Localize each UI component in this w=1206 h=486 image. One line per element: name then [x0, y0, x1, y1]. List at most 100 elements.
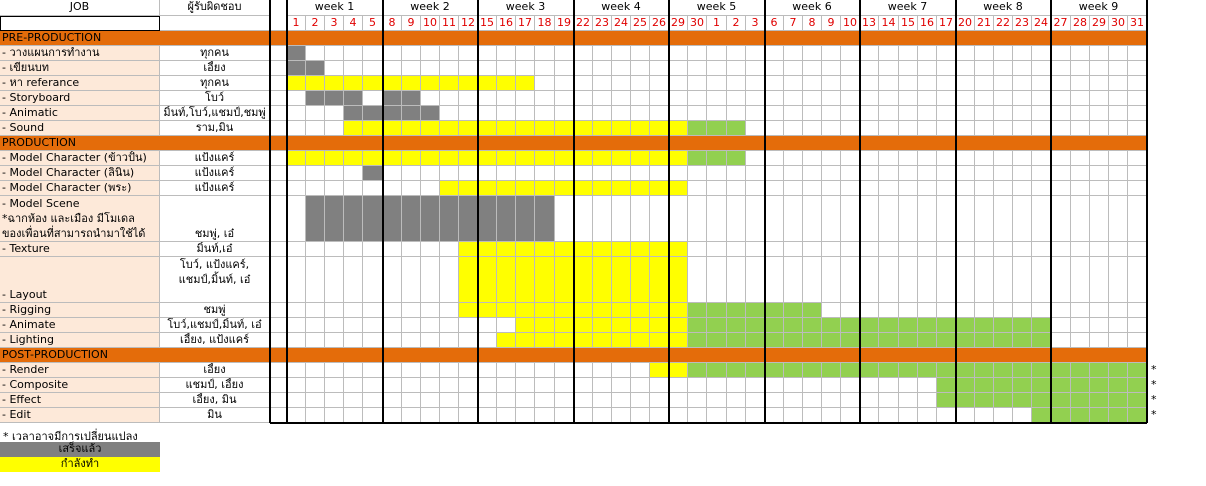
schedule-cell[interactable] [344, 91, 363, 106]
schedule-cell[interactable] [688, 408, 707, 423]
task-owner[interactable]: โบว์ [160, 91, 270, 106]
schedule-cell[interactable] [440, 318, 459, 333]
schedule-cell[interactable] [612, 106, 631, 121]
schedule-cell[interactable] [306, 61, 325, 76]
schedule-cell[interactable] [1090, 76, 1109, 91]
schedule-cell[interactable] [631, 378, 650, 393]
schedule-cell[interactable] [746, 151, 765, 166]
schedule-cell[interactable] [841, 303, 860, 318]
schedule-cell[interactable] [363, 196, 383, 242]
schedule-cell[interactable] [975, 181, 994, 196]
task-owner[interactable]: แป้งแคร์ [160, 181, 270, 196]
schedule-cell[interactable] [612, 303, 631, 318]
schedule-cell[interactable] [1109, 303, 1128, 318]
schedule-cell[interactable] [325, 363, 344, 378]
schedule-cell[interactable] [306, 257, 325, 303]
schedule-cell[interactable] [650, 91, 669, 106]
schedule-cell[interactable] [1071, 76, 1090, 91]
schedule-cell[interactable] [287, 196, 306, 242]
schedule-cell[interactable] [688, 333, 707, 348]
schedule-cell[interactable] [421, 378, 440, 393]
schedule-cell[interactable] [459, 378, 478, 393]
schedule-cell[interactable] [1013, 91, 1032, 106]
schedule-cell[interactable] [1090, 303, 1109, 318]
schedule-cell[interactable] [650, 393, 669, 408]
schedule-cell[interactable] [421, 61, 440, 76]
schedule-cell[interactable] [1013, 61, 1032, 76]
header-resp[interactable]: ผู้รับผิดชอบ [160, 0, 270, 16]
schedule-cell[interactable] [994, 408, 1013, 423]
schedule-cell[interactable] [841, 106, 860, 121]
schedule-cell[interactable] [1032, 303, 1051, 318]
schedule-cell[interactable] [899, 333, 918, 348]
schedule-cell[interactable] [497, 333, 516, 348]
schedule-cell[interactable] [899, 151, 918, 166]
schedule-cell[interactable] [306, 333, 325, 348]
day-number[interactable]: 26 [650, 16, 669, 31]
schedule-cell[interactable] [727, 76, 746, 91]
schedule-cell[interactable] [707, 121, 727, 136]
schedule-cell[interactable] [975, 242, 994, 257]
schedule-cell[interactable] [421, 166, 440, 181]
schedule-cell[interactable] [822, 181, 841, 196]
schedule-cell[interactable] [325, 333, 344, 348]
schedule-cell[interactable] [956, 303, 975, 318]
schedule-cell[interactable] [383, 181, 402, 196]
schedule-cell[interactable] [612, 181, 631, 196]
schedule-cell[interactable] [879, 121, 899, 136]
schedule-cell[interactable] [383, 393, 402, 408]
schedule-cell[interactable] [612, 196, 631, 242]
schedule-cell[interactable] [1032, 91, 1051, 106]
schedule-cell[interactable] [1032, 378, 1051, 393]
schedule-cell[interactable] [574, 196, 593, 242]
schedule-cell[interactable] [363, 61, 383, 76]
task-owner[interactable]: เอี้ยง, มิน [160, 393, 270, 408]
schedule-cell[interactable] [956, 333, 975, 348]
schedule-cell[interactable] [860, 333, 879, 348]
schedule-cell[interactable] [1090, 196, 1109, 242]
schedule-cell[interactable] [727, 408, 746, 423]
schedule-cell[interactable] [402, 333, 421, 348]
schedule-cell[interactable] [803, 91, 822, 106]
schedule-cell[interactable] [669, 181, 688, 196]
schedule-cell[interactable] [555, 46, 574, 61]
schedule-cell[interactable] [631, 121, 650, 136]
schedule-cell[interactable] [440, 333, 459, 348]
schedule-cell[interactable] [555, 318, 574, 333]
schedule-cell[interactable] [1071, 196, 1090, 242]
schedule-cell[interactable] [650, 181, 669, 196]
schedule-cell[interactable] [1128, 378, 1147, 393]
schedule-cell[interactable] [325, 196, 344, 242]
day-number[interactable]: 1 [707, 16, 727, 31]
schedule-cell[interactable] [402, 46, 421, 61]
schedule-cell[interactable] [1071, 151, 1090, 166]
schedule-cell[interactable] [784, 76, 803, 91]
schedule-cell[interactable] [937, 318, 956, 333]
schedule-cell[interactable] [421, 408, 440, 423]
schedule-cell[interactable] [478, 91, 497, 106]
spacer-cell[interactable] [270, 393, 287, 408]
spacer-cell[interactable] [270, 333, 287, 348]
schedule-cell[interactable] [459, 166, 478, 181]
schedule-cell[interactable] [383, 257, 402, 303]
schedule-cell[interactable] [918, 196, 937, 242]
day-number[interactable]: 29 [1090, 16, 1109, 31]
schedule-cell[interactable] [535, 121, 555, 136]
schedule-cell[interactable] [899, 196, 918, 242]
schedule-cell[interactable] [535, 61, 555, 76]
schedule-cell[interactable] [593, 61, 612, 76]
schedule-cell[interactable] [593, 166, 612, 181]
schedule-cell[interactable] [631, 76, 650, 91]
schedule-cell[interactable] [1051, 318, 1071, 333]
schedule-cell[interactable] [1051, 76, 1071, 91]
week-divider[interactable] [764, 0, 766, 423]
schedule-cell[interactable] [1032, 393, 1051, 408]
schedule-cell[interactable] [918, 393, 937, 408]
schedule-cell[interactable] [727, 242, 746, 257]
schedule-cell[interactable] [707, 166, 727, 181]
schedule-cell[interactable] [918, 91, 937, 106]
task-name[interactable]: - Texture [0, 242, 160, 257]
schedule-cell[interactable] [440, 121, 459, 136]
schedule-cell[interactable] [688, 257, 707, 303]
schedule-cell[interactable] [937, 378, 956, 393]
